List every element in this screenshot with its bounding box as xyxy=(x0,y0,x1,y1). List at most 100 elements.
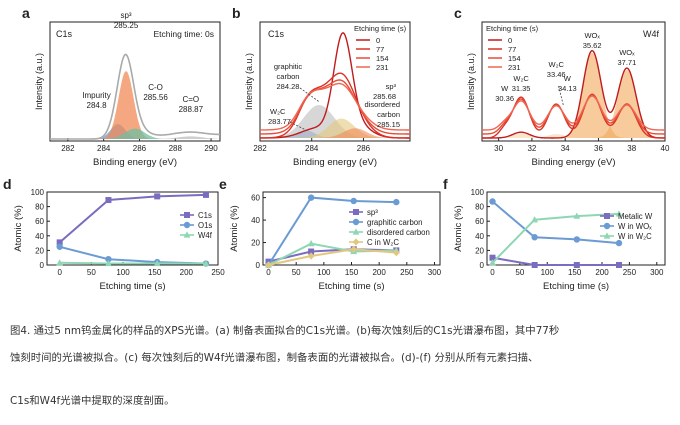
legend-entry: 231 xyxy=(376,63,389,72)
data-point-marker xyxy=(573,236,581,243)
x-tick-label: 282 xyxy=(61,144,75,153)
y-tick-label: 40 xyxy=(475,232,484,241)
peak-label-value: 35.62 xyxy=(583,41,602,50)
component-peak-disordered xyxy=(260,118,410,138)
component-peak-C=O xyxy=(50,136,220,139)
x-tick-label: 250 xyxy=(211,268,225,277)
peak-label-value: 283.77 xyxy=(268,117,291,126)
legend-entry: 0 xyxy=(508,36,512,45)
series-line-W4f xyxy=(59,261,206,265)
panel-d: 0 50 100 150 200 250 0 20 40 60 80 100 Etching time … xyxy=(3,176,225,292)
x-axis-label: Binding energy (eV) xyxy=(532,157,616,168)
series-line-C in W₂C xyxy=(268,248,397,266)
component-peak-W2C-1 xyxy=(482,133,665,138)
panel-letter: a xyxy=(22,5,30,21)
y-tick-label: 60 xyxy=(475,217,484,226)
x-tick-label: 50 xyxy=(292,268,301,277)
peak-label-value: 285.25 xyxy=(114,21,139,30)
data-point-marker xyxy=(183,231,191,238)
data-point-marker xyxy=(265,261,272,269)
x-tick-label: 32 xyxy=(527,144,536,153)
panel-e: 0 50 100 150 200 250 300 0 20 40 60 Etching time (s… xyxy=(219,176,442,292)
x-tick-label: 288 xyxy=(169,144,183,153)
x-tick-label: 250 xyxy=(623,268,637,277)
data-point-marker xyxy=(573,212,581,219)
x-tick-label: 150 xyxy=(345,268,359,277)
y-tick-label: 100 xyxy=(31,188,45,197)
panel-letter: b xyxy=(232,5,241,21)
legend-entry: 154 xyxy=(508,54,521,63)
data-point-marker xyxy=(489,198,496,205)
panel-a: 282 284 286 288 290 Binding energy (eV) Intens… xyxy=(22,5,221,168)
y-axis-label: Atomic (%) xyxy=(453,205,464,251)
x-tick-label: 30 xyxy=(494,144,503,153)
peak-label-name: W xyxy=(501,84,509,93)
series-line-0 xyxy=(482,49,666,139)
data-point-marker xyxy=(105,255,112,263)
data-point-marker xyxy=(489,254,496,261)
x-tick-label: 200 xyxy=(372,268,386,277)
data-point-marker xyxy=(615,210,623,217)
series-line-77 xyxy=(260,72,411,139)
y-tick-label: 80 xyxy=(35,203,44,212)
data-point-marker xyxy=(603,232,611,239)
plot-frame xyxy=(259,21,411,142)
data-point-marker xyxy=(308,248,315,255)
x-axis-label: Binding energy (eV) xyxy=(293,157,377,168)
series-line-graphitic carbon xyxy=(267,196,397,266)
data-point-marker xyxy=(307,252,315,260)
series-line-O1s xyxy=(59,245,207,265)
data-point-marker xyxy=(615,239,623,247)
panel-title: W4f xyxy=(643,29,660,39)
x-tick-label: 300 xyxy=(428,268,442,277)
data-point-marker xyxy=(573,262,580,268)
data-point-marker xyxy=(202,191,209,198)
y-tick-label: 60 xyxy=(35,217,44,226)
y-tick-label: 80 xyxy=(475,203,484,212)
peak-label-name: W xyxy=(564,74,572,83)
plot-frame xyxy=(481,21,666,142)
data-point-marker xyxy=(154,193,161,200)
y-tick-label: 20 xyxy=(475,246,484,255)
x-tick-label: 0 xyxy=(490,268,495,277)
data-point-marker xyxy=(393,198,400,206)
legend-entry: 231 xyxy=(508,63,521,72)
legend-entry: 77 xyxy=(508,45,516,54)
figure-caption-line-3: C1s和W4f光谱中提取的深度剖面。 xyxy=(10,395,175,407)
series-line-154 xyxy=(259,79,411,135)
legend-entry: 0 xyxy=(376,36,380,45)
legend-entry: O1s xyxy=(198,221,212,230)
data-point-marker xyxy=(56,259,64,266)
y-axis-label: Intensity (a.u.) xyxy=(466,53,476,110)
legend-title: Etching time (s) xyxy=(354,24,407,33)
data-point-marker xyxy=(153,259,161,267)
legend-entry: Metalic W xyxy=(618,212,653,221)
x-tick-label: 250 xyxy=(400,268,414,277)
peak-label-value: 285.15 xyxy=(377,120,400,129)
data-point-marker xyxy=(307,194,315,201)
series-line-W in WOₓ xyxy=(491,200,620,245)
x-axis-label: Etching time (s) xyxy=(319,281,385,292)
x-tick-label: 34 xyxy=(561,144,570,153)
x-axis-label: Binding energy (eV) xyxy=(93,157,177,168)
x-tick-label: 38 xyxy=(627,144,636,153)
series-line-Metalic W xyxy=(492,256,619,266)
y-tick-label: 40 xyxy=(35,232,44,241)
series-line-231 xyxy=(259,82,410,131)
x-tick-label: 40 xyxy=(661,144,670,153)
data-point-marker xyxy=(352,228,360,235)
panel-title: C1s xyxy=(268,29,285,39)
x-tick-label: 0 xyxy=(266,268,271,277)
data-point-marker xyxy=(184,212,190,218)
peak-label-name: carbon xyxy=(277,72,300,81)
peak-label-value: 34.13 xyxy=(558,84,577,93)
peak-label-name: WOₓ xyxy=(584,31,600,40)
data-point-marker xyxy=(350,197,357,205)
x-tick-label: 36 xyxy=(594,144,603,153)
peak-label-value: 284.28 xyxy=(277,82,300,91)
x-tick-label: 100 xyxy=(317,268,331,277)
figure-caption-line-2: 蚀刻时间的光谱被拟合。(c) 每次蚀刻后的W4f光谱瀑布图，制备表面的光谱被拟合… xyxy=(10,352,539,364)
